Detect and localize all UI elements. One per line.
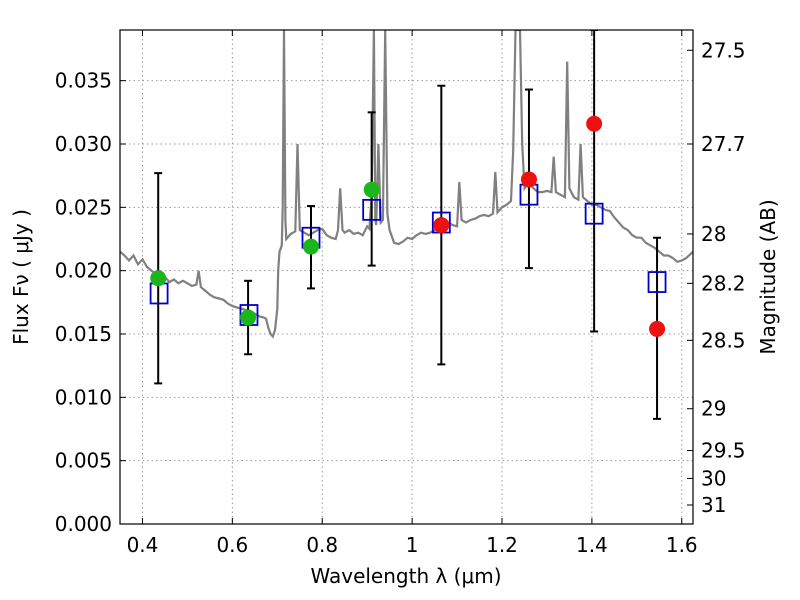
x-tick-label: 1.6 (666, 533, 698, 557)
observed-point-red (520, 171, 537, 188)
x-tick-label: 0.6 (216, 533, 248, 557)
model-square (584, 202, 604, 225)
right-tick-label: 31 (701, 493, 726, 517)
observed-point-red (433, 217, 450, 234)
y-tick-label: 0.025 (55, 195, 112, 219)
x-tick-label: 1.4 (576, 533, 608, 557)
y-tick-label: 0.030 (55, 132, 112, 156)
y-tick-label: 0.015 (55, 322, 112, 346)
right-tick-label: 30 (701, 466, 726, 490)
x-tick-label: 1 (406, 533, 419, 557)
x-axis-label: Wavelength λ (μm) (310, 564, 501, 588)
y-tick-label: 0.035 (55, 69, 112, 93)
spectrum-line (120, 30, 693, 339)
right-tick-label: 27.5 (701, 38, 746, 62)
observed-point-red (586, 115, 603, 132)
y-tick-label: 0.000 (55, 512, 112, 536)
right-tick-label: 28.2 (701, 271, 746, 295)
y-tick-label: 0.010 (55, 385, 112, 409)
observed-point-red (649, 320, 666, 337)
observed-point-green (363, 181, 380, 198)
y-ticks: 0.000 0.005 0.010 0.015 0.020 0.025 0.030 0.035 (55, 69, 126, 536)
right-tick-label: 29 (701, 397, 726, 421)
right-tick-label: 28.5 (701, 328, 746, 352)
observed-point-green (303, 238, 319, 255)
grid (120, 30, 693, 524)
model-square (362, 198, 382, 221)
x-tick-label: 0.4 (127, 533, 159, 557)
right-ticks: 27.5 27.7 28 28.2 28.5 29 29.5 30 31 (687, 38, 746, 517)
x-tick-label: 0.8 (306, 533, 338, 557)
right-tick-label: 27.7 (701, 132, 746, 156)
right-tick-label: 29.5 (701, 439, 746, 463)
y-axis-label: Flux Fν ( μJy ) (9, 209, 33, 345)
x-tick-label: 1.2 (486, 533, 518, 557)
observed-point-green (240, 309, 257, 326)
right-axis-label: Magnitude (AB) (756, 199, 780, 354)
observed-points (150, 115, 666, 337)
model-square (647, 271, 667, 293)
plot-area (120, 30, 693, 339)
right-tick-label: 28 (701, 222, 726, 246)
y-tick-label: 0.005 (55, 449, 112, 473)
axes-frame (119, 29, 694, 525)
x-ticks: 0.4 0.6 0.8 1 1.2 1.4 1.6 (127, 30, 698, 557)
observed-point-green (150, 270, 167, 287)
y-tick-label: 0.020 (55, 259, 112, 283)
